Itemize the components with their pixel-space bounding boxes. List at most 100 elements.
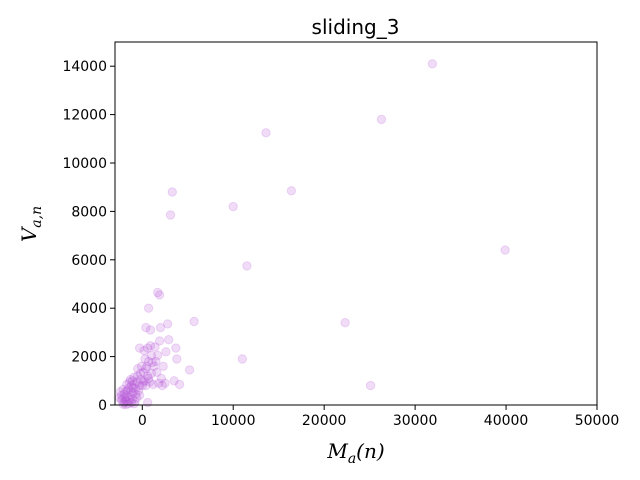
data-point: [164, 335, 174, 345]
y-tick-label: 10000: [62, 156, 107, 172]
data-point: [132, 377, 142, 387]
data-point: [124, 377, 135, 387]
data-point: [154, 336, 165, 346]
data-point: [125, 390, 136, 400]
y-tick-label: 2000: [71, 350, 107, 366]
x-tick-label: 0: [138, 413, 147, 429]
y-axis-label: Va,n: [17, 206, 45, 242]
data-point: [151, 356, 161, 367]
data-point: [132, 393, 142, 403]
data-point: [142, 361, 152, 371]
data-point: [169, 376, 179, 386]
data-point: [123, 399, 134, 409]
data-point: [121, 387, 131, 397]
data-point: [242, 261, 252, 271]
data-point: [152, 367, 162, 377]
data-point: [138, 377, 148, 387]
data-point: [117, 394, 128, 404]
data-point: [126, 387, 137, 397]
data-point: [143, 343, 153, 353]
data-point: [286, 186, 297, 196]
data-point: [153, 287, 163, 298]
data-point: [140, 354, 150, 364]
data-point: [153, 350, 163, 361]
data-point: [143, 373, 154, 384]
data-point: [189, 316, 199, 327]
data-point: [427, 59, 438, 69]
data-point: [157, 380, 168, 391]
data-point: [122, 379, 132, 390]
data-point: [125, 374, 136, 385]
data-point: [143, 371, 153, 381]
y-tick-label: 4000: [71, 301, 107, 317]
data-point: [127, 376, 138, 386]
data-point: [131, 383, 141, 393]
data-point: [134, 343, 145, 353]
data-point: [123, 391, 133, 402]
x-tick-label: 50000: [575, 413, 620, 429]
x-tick-label: 30000: [393, 413, 438, 429]
data-point: [143, 356, 154, 367]
x-axis-label: Ma(n): [326, 439, 384, 467]
data-point: [138, 367, 148, 377]
data-point: [118, 399, 128, 409]
x-tick-label: 40000: [484, 413, 529, 429]
x-tick-label: 10000: [211, 413, 256, 429]
data-point: [131, 389, 141, 399]
data-point: [500, 245, 510, 255]
data-point: [147, 357, 158, 368]
data-point: [141, 322, 151, 333]
data-point: [141, 364, 151, 374]
data-point: [145, 341, 156, 351]
data-point: [126, 380, 137, 391]
data-point: [122, 396, 132, 407]
data-point: [129, 379, 139, 390]
data-point: [150, 342, 160, 352]
data-point: [124, 395, 135, 405]
data-point: [172, 354, 182, 364]
data-point: [139, 345, 149, 356]
data-point: [143, 397, 153, 408]
data-point: [174, 379, 185, 390]
data-point: [128, 388, 138, 398]
data-point: [154, 378, 164, 388]
data-point: [135, 374, 146, 385]
data-point: [161, 347, 171, 357]
data-point: [167, 187, 178, 197]
data-point: [340, 318, 350, 328]
chart-title: sliding_3: [312, 15, 400, 39]
data-point: [119, 389, 129, 399]
y-tick-label: 12000: [62, 108, 107, 124]
data-point: [160, 378, 170, 388]
y-tick-label: 8000: [71, 204, 107, 220]
data-point: [123, 383, 134, 393]
data-point: [129, 372, 139, 382]
data-point: [143, 303, 154, 313]
data-point: [144, 377, 155, 387]
data-point: [149, 361, 159, 371]
points-layer: [114, 59, 510, 410]
plot-frame: [114, 41, 598, 406]
data-point: [228, 201, 238, 212]
data-point: [133, 364, 143, 374]
data-point: [261, 128, 271, 138]
data-point: [133, 371, 143, 381]
data-point: [376, 114, 387, 125]
data-point: [121, 395, 131, 405]
data-point: [134, 390, 145, 400]
y-tick-label: 6000: [71, 253, 107, 269]
data-point: [156, 373, 167, 384]
data-point: [123, 385, 133, 396]
data-point: [365, 380, 376, 391]
data-point: [145, 325, 156, 335]
data-point: [116, 395, 127, 405]
data-point: [137, 380, 148, 391]
data-point: [237, 354, 248, 364]
data-point: [146, 350, 157, 361]
ticks-layer: 0 10000 20000 30000 40000 50000 0 2000 4000 6000 8…: [62, 59, 619, 429]
data-point: [136, 361, 147, 371]
data-point: [116, 390, 127, 400]
data-point: [135, 368, 146, 379]
data-point: [118, 384, 128, 394]
y-tick-label: 14000: [62, 59, 107, 75]
